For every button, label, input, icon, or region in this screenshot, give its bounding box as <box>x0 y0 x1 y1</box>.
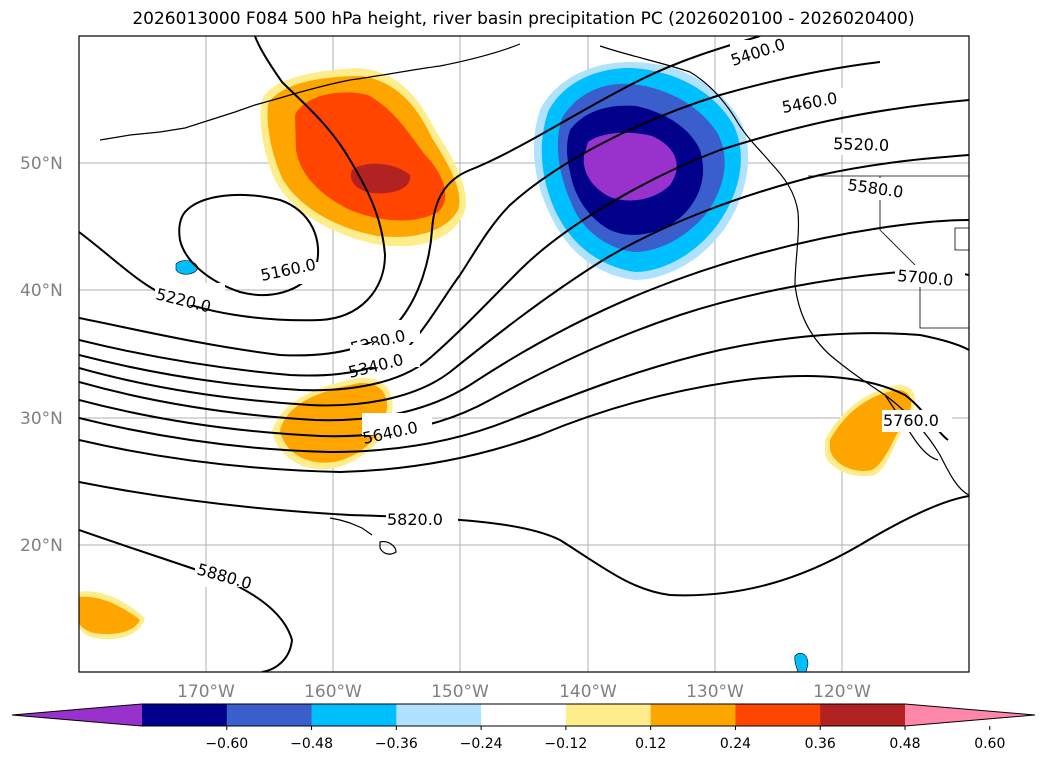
map-title: 2026013000 F084 500 hPa height, river ba… <box>132 9 915 29</box>
colorbar-tick-labels: −0.60 −0.48 −0.36 −0.24 −0.12 0.12 0.24 0.36 0.4… <box>205 736 1005 752</box>
precip-anomaly-positive-central <box>272 377 393 470</box>
colorbar-tick-label: 0.12 <box>635 736 666 752</box>
lon-label-170w: 170°W <box>177 682 235 702</box>
colorbar-segment <box>311 704 397 726</box>
colorbar-extend-low <box>12 704 142 726</box>
lat-label-20n: 20°N <box>20 536 63 556</box>
colorbar-tick-label: −0.12 <box>544 736 587 752</box>
contour-label-5820: 5820.0 <box>387 510 443 529</box>
lon-label-160w: 160°W <box>304 682 362 702</box>
lat-label-30n: 30°N <box>20 409 63 429</box>
lon-label-150w: 150°W <box>431 682 489 702</box>
colorbar-segment <box>820 704 906 726</box>
colorbar-segment <box>481 704 567 726</box>
lat-label-40n: 40°N <box>20 281 63 301</box>
height-contours <box>79 36 969 672</box>
colorbar-tick-label: −0.24 <box>460 736 503 752</box>
colorbar-segment <box>226 704 313 726</box>
latitude-labels: 50°N 40°N 30°N 20°N <box>20 154 63 556</box>
colorbar-segment <box>565 704 652 726</box>
colorbar-segment <box>650 704 736 726</box>
colorbar-segment <box>142 704 228 726</box>
contour-label-5700: 5700.0 <box>897 266 954 290</box>
lon-label-140w: 140°W <box>559 682 617 702</box>
colorbar <box>11 703 1036 730</box>
contour-label-5760: 5760.0 <box>883 411 939 430</box>
precip-anomaly-negative <box>533 62 749 280</box>
colorbar-tick-label: −0.60 <box>205 736 248 752</box>
lon-label-130w: 130°W <box>686 682 744 702</box>
colorbar-segment <box>735 704 821 726</box>
precip-anomaly-positive-southwest <box>79 591 145 640</box>
contour-label-5520: 5520.0 <box>833 134 890 155</box>
lat-label-50n: 50°N <box>20 154 63 174</box>
colorbar-tick-label: 0.24 <box>720 736 751 752</box>
longitude-labels: 170°W 160°W 150°W 140°W 130°W 120°W <box>177 682 871 702</box>
colorbar-tick-label: 0.60 <box>974 736 1005 752</box>
colorbar-segment <box>396 704 482 726</box>
colorbar-tick-label: 0.48 <box>889 736 920 752</box>
coastlines <box>99 43 969 555</box>
colorbar-extend-high <box>905 704 1035 726</box>
lon-label-120w: 120°W <box>813 682 871 702</box>
precip-anomaly-negative-small-south <box>794 652 809 672</box>
map-frame <box>78 35 970 673</box>
colorbar-tick-label: 0.36 <box>805 736 836 752</box>
colorbar-tick-label: −0.36 <box>375 736 418 752</box>
colorbar-tick-label: −0.48 <box>290 736 333 752</box>
colorbar-outline <box>11 703 1036 727</box>
